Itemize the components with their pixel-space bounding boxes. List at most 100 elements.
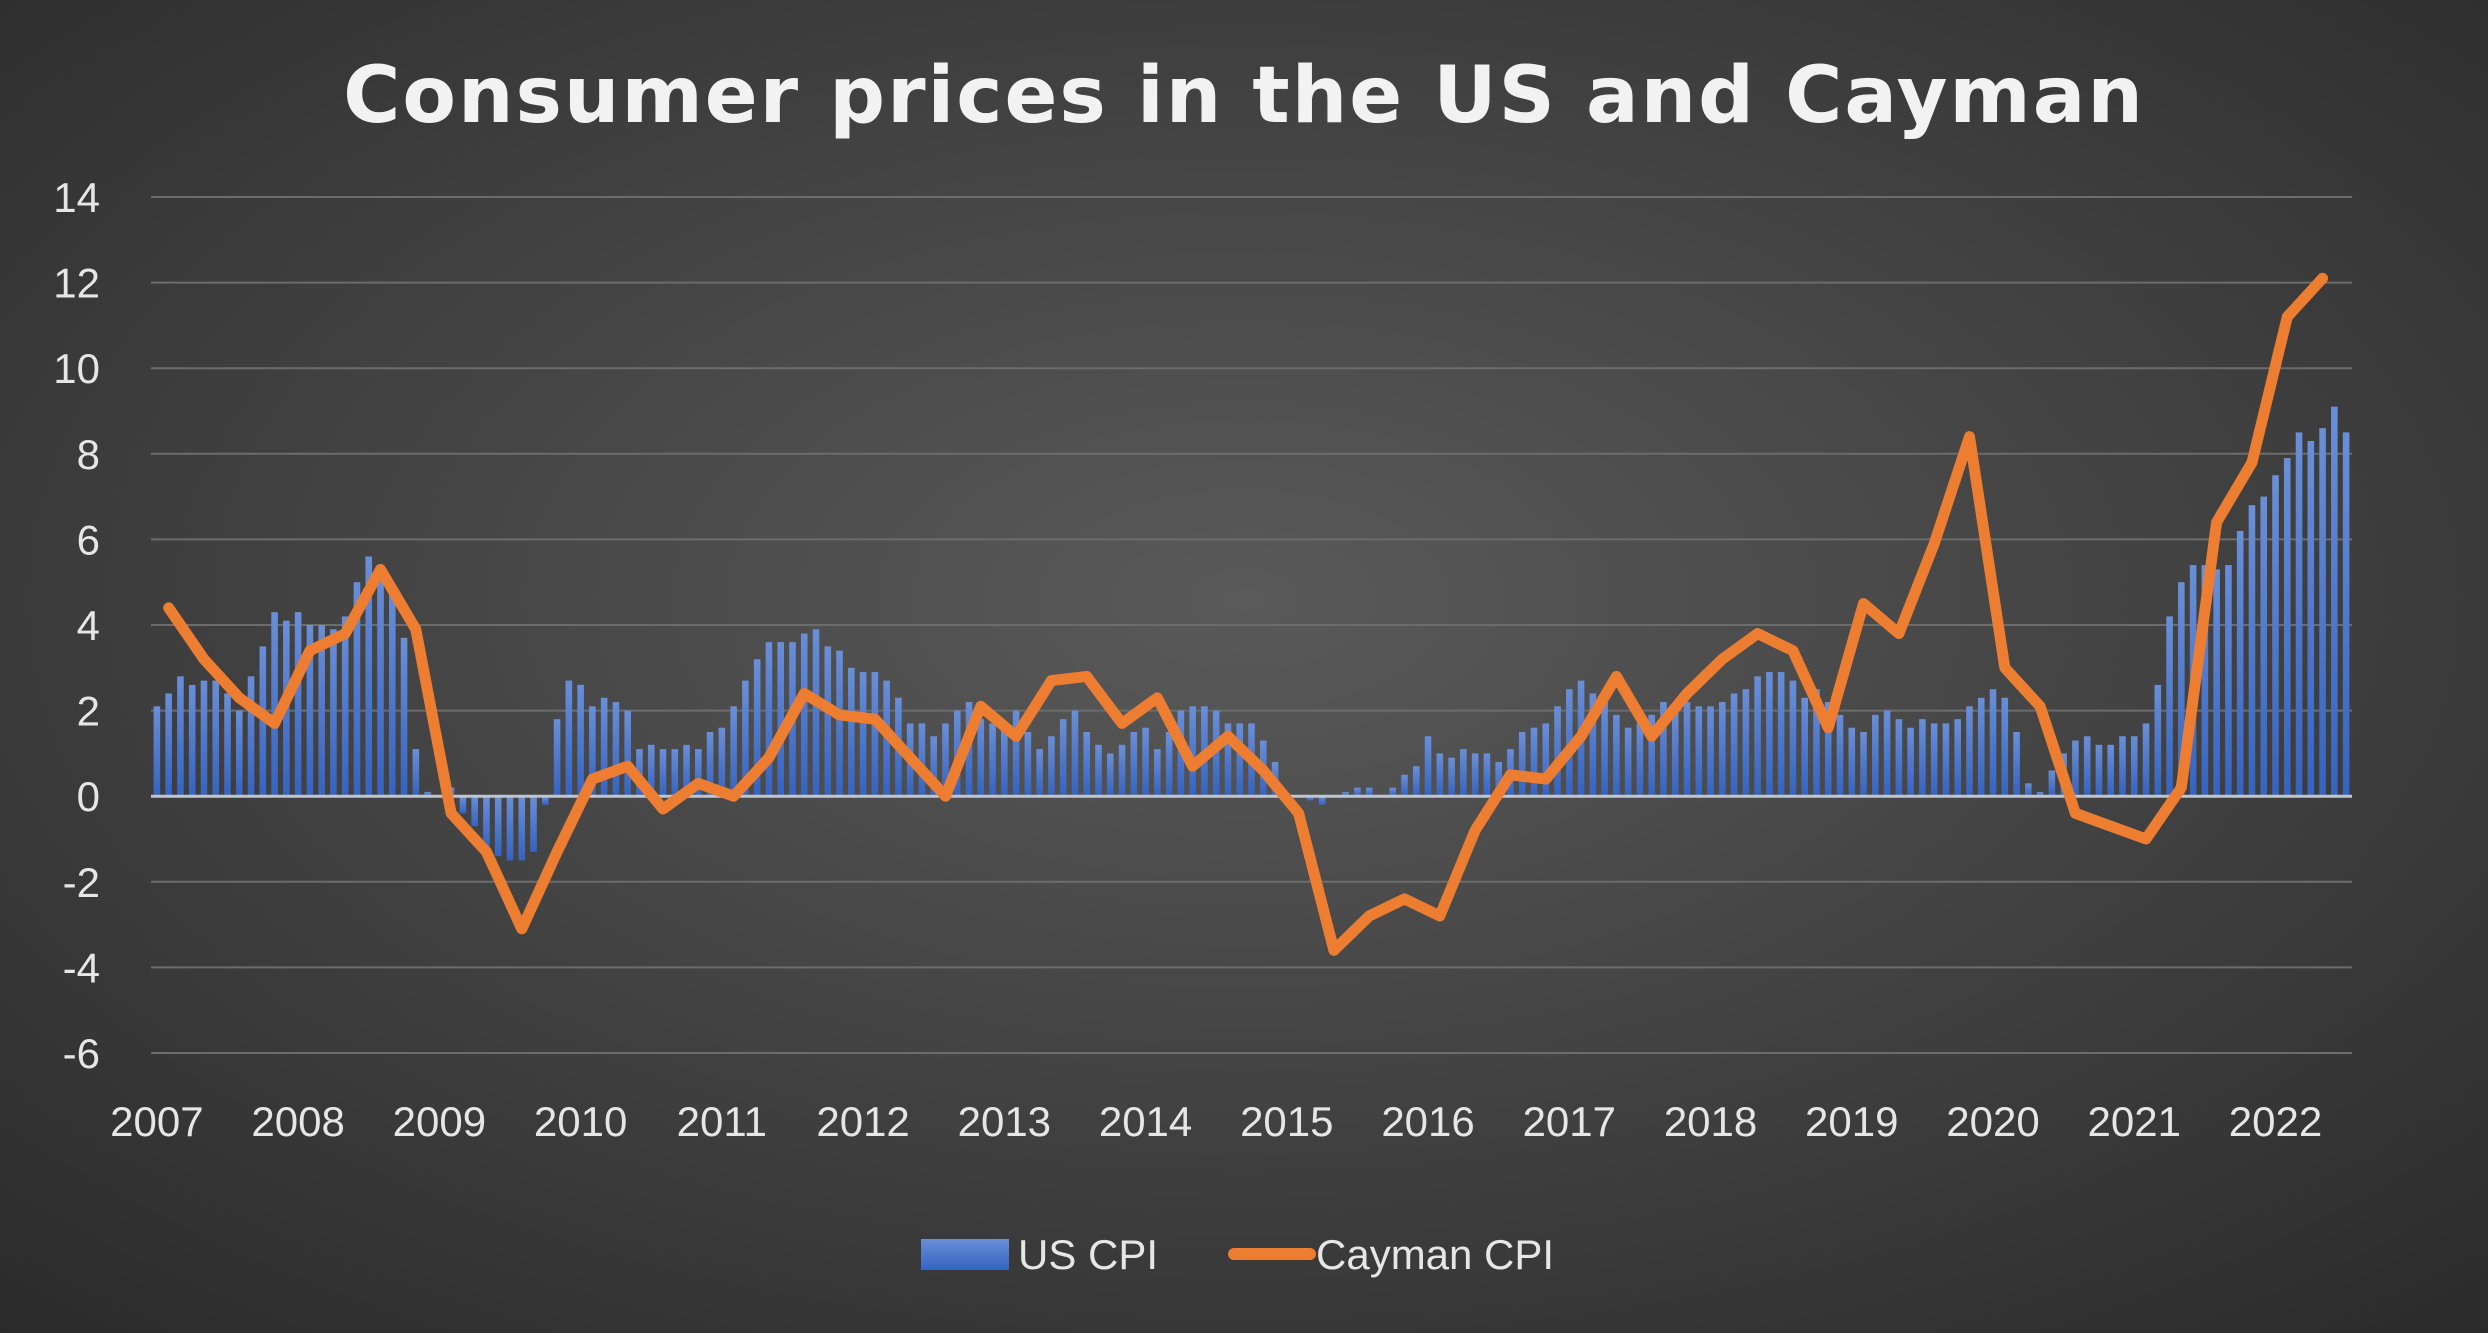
us-cpi-bar: [753, 659, 761, 797]
us-cpi-bar: [1730, 693, 1738, 797]
us-cpi-bar: [1801, 697, 1808, 797]
us-cpi-bar: [1095, 744, 1102, 797]
y-tick-label: -2: [63, 859, 100, 906]
cayman-cpi-line: [163, 272, 2329, 956]
us-cpi-bar: [1695, 706, 1703, 797]
y-axis-ticks: 14 12 10 8 6 4 2 0 -2 -4 -6: [53, 174, 100, 1077]
us-cpi-bar: [2119, 736, 2126, 797]
x-tick-label: 2019: [1805, 1098, 1898, 1145]
us-cpi-bar: [2225, 565, 2232, 797]
us-cpi-bar: [2001, 697, 2009, 797]
us-cpi-bar: [212, 680, 220, 797]
y-tick-label: 10: [53, 345, 100, 392]
us-cpi-bar: [671, 749, 679, 797]
us-cpi-bar: [2295, 432, 2303, 797]
us-cpi-bar: [494, 796, 502, 857]
us-cpi-bar: [1460, 749, 1467, 797]
us-cpi-bar: [188, 684, 196, 797]
us-cpi-bar: [1942, 723, 1950, 797]
us-cpi-bar: [2272, 475, 2279, 797]
x-axis-ticks: 2007 2008 2009 2010 2011 2012 2013 2014 2015 2016…: [110, 1098, 2322, 1145]
x-tick-label: 2015: [1240, 1098, 1333, 1145]
us-cpi-bar: [1471, 753, 1479, 797]
us-cpi-bar: [518, 796, 526, 861]
us-cpi-bar: [1860, 732, 1867, 797]
us-cpi-bar: [824, 646, 832, 797]
y-tick-label: 4: [77, 602, 100, 649]
us-cpi-bar: [836, 650, 843, 797]
us-cpi-bar: [765, 642, 773, 797]
us-cpi-bar: [1754, 676, 1761, 797]
us-cpi-bar: [1189, 706, 1196, 797]
us-cpi-bar: [1742, 689, 1750, 797]
us-cpi-bar: [942, 723, 949, 797]
us-cpi-bar: [424, 791, 431, 797]
us-cpi-bar: [1589, 693, 1597, 797]
us-cpi-bar: [2025, 783, 2032, 797]
us-cpi-bar: [2154, 684, 2162, 797]
x-tick-label: 2008: [251, 1098, 344, 1145]
us-cpi-bar: [659, 749, 667, 797]
us-cpi-bar: [647, 744, 655, 797]
us-cpi-bar: [977, 719, 985, 797]
us-cpi-bar: [1307, 796, 1314, 801]
us-cpi-bar: [1883, 710, 1891, 797]
us-cpi-bar: [1436, 753, 1444, 797]
us-cpi-bar: [706, 732, 714, 797]
us-cpi-bar: [812, 629, 820, 797]
us-cpi-bar: [1071, 710, 1079, 797]
us-cpi-bar: [200, 680, 208, 797]
y-tick-label: 0: [77, 773, 100, 820]
us-cpi-bar: [624, 710, 631, 797]
us-cpi-bar: [2319, 428, 2326, 797]
us-cpi-bar: [294, 612, 302, 797]
us-cpi-bar: [1766, 672, 1773, 797]
us-cpi-bar: [1542, 723, 1550, 797]
x-tick-label: 2020: [1946, 1098, 2039, 1145]
us-cpi-bar: [1930, 723, 1938, 797]
us-cpi-bar: [365, 556, 373, 797]
us-cpi-bar: [341, 616, 349, 797]
us-cpi-bar: [1354, 787, 1361, 797]
us-cpi-bar: [2178, 582, 2185, 797]
x-tick-label: 2016: [1381, 1098, 1474, 1145]
us-cpi-bar: [459, 796, 467, 814]
us-cpi-bar: [1966, 706, 1973, 797]
us-cpi-bar: [1624, 727, 1632, 797]
us-cpi-bar: [2095, 744, 2103, 797]
us-cpi-bar: [1660, 702, 1667, 797]
us-cpi-bar: [542, 796, 549, 805]
us-cpi-bar: [2130, 736, 2138, 797]
us-cpi-bar: [483, 796, 490, 852]
us-cpi-bar: [1012, 710, 1020, 797]
us-cpi-bar: [1636, 723, 1644, 797]
us-cpi-bar: [1848, 727, 1856, 797]
y-tick-label: -4: [63, 944, 100, 991]
x-tick-label: 2009: [393, 1098, 486, 1145]
y-tick-label: -6: [63, 1030, 100, 1077]
us-cpi-bar: [1130, 732, 1138, 797]
legend-swatch-us-cpi: [921, 1239, 1009, 1270]
us-cpi-bar: [1495, 761, 1502, 797]
us-cpi-bar: [165, 693, 172, 797]
us-cpi-bar: [1872, 714, 1879, 797]
us-cpi-bar: [235, 710, 243, 797]
us-cpi-bar: [859, 672, 867, 797]
us-cpi-bar: [412, 749, 420, 797]
us-cpi-bar: [224, 693, 231, 797]
us-cpi-bar: [1554, 706, 1561, 797]
us-cpi-bar: [1224, 723, 1232, 797]
us-cpi-bar: [2036, 791, 2044, 797]
us-cpi-bar: [2083, 736, 2091, 797]
us-cpi-bar: [388, 586, 396, 797]
us-cpi-bar: [247, 676, 255, 797]
us-cpi-bar: [2260, 496, 2268, 797]
us-cpi-bar: [777, 642, 784, 797]
us-cpi-bar: [1048, 736, 1055, 797]
us-cpi-bar: [1001, 727, 1008, 797]
us-cpi-bar: [1059, 719, 1067, 797]
us-cpi-bar: [848, 667, 855, 797]
us-cpi-bar: [2248, 505, 2256, 797]
us-cpi-bar: [1613, 714, 1620, 797]
us-cpi-bar: [2107, 744, 2115, 797]
